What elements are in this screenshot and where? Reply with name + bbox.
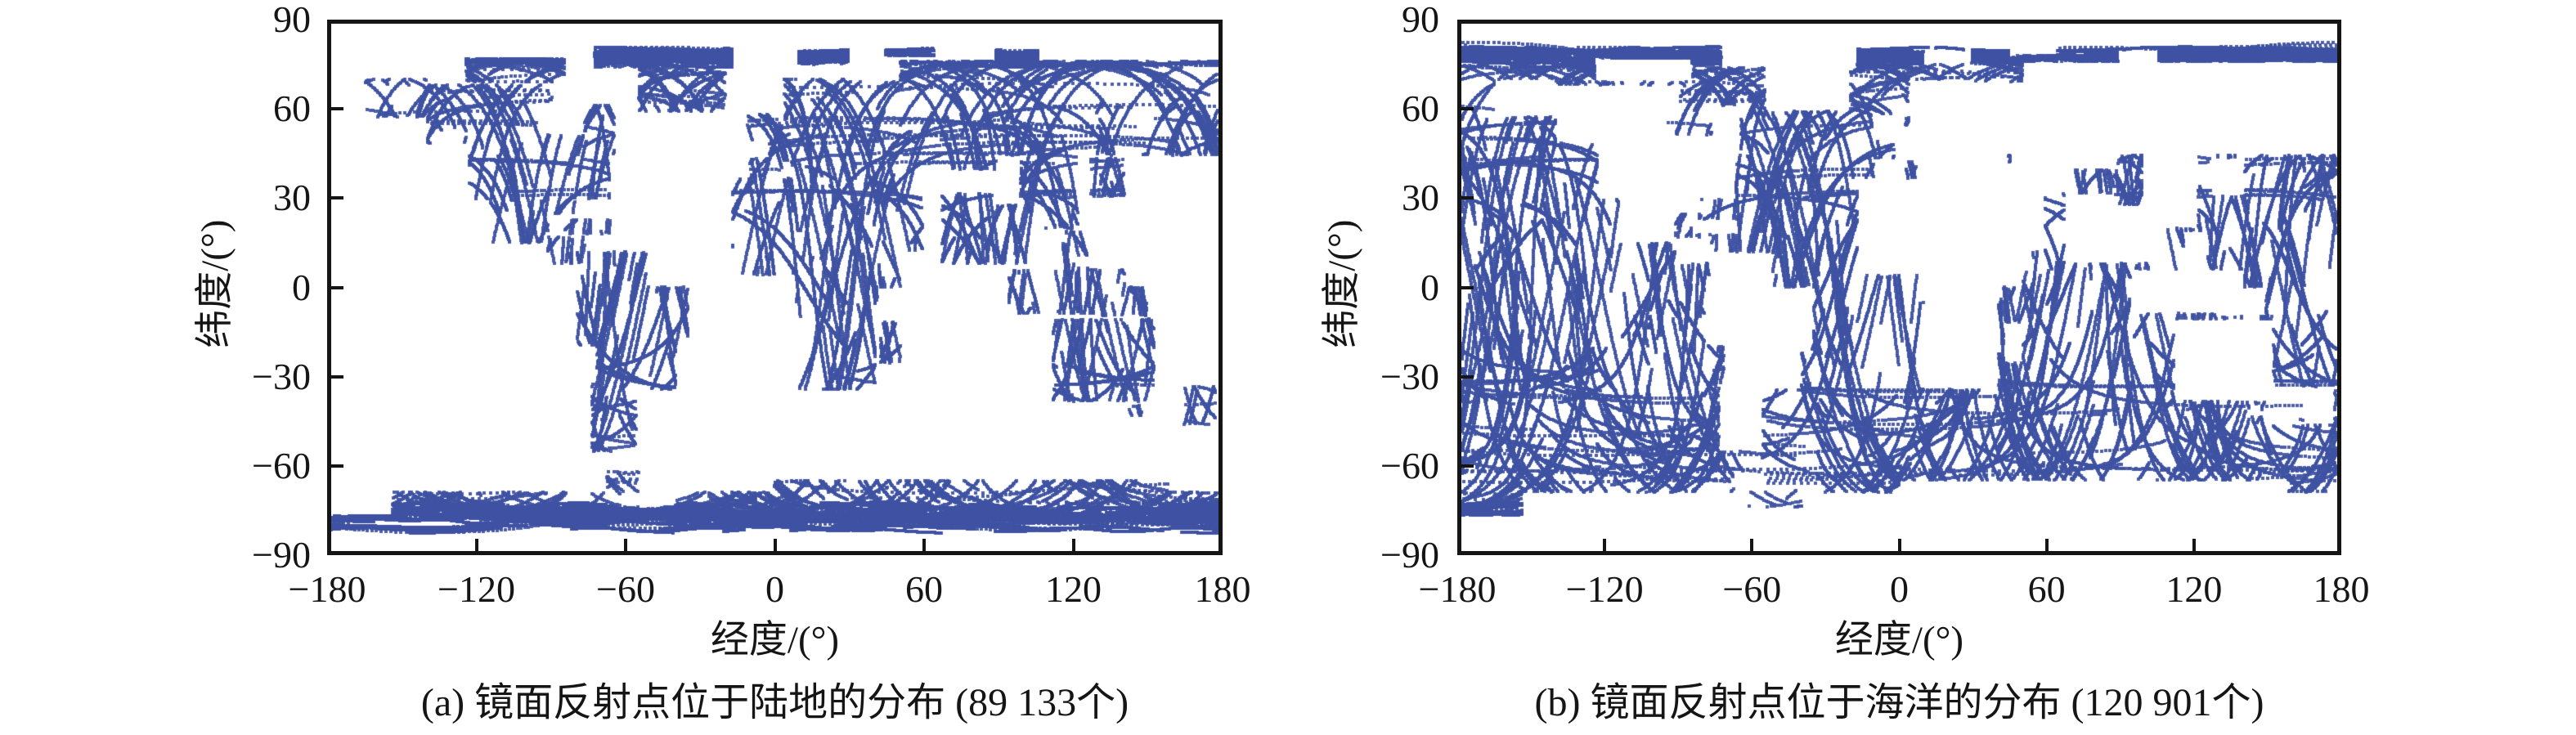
- y-tick-label: 30: [1402, 177, 1439, 219]
- y-tick-mark: [331, 285, 343, 289]
- y-tick-label: −60: [1380, 444, 1439, 486]
- x-tick-mark: [2192, 539, 2196, 551]
- y-tick-mark: [1461, 196, 1474, 200]
- x-tick-label: −180: [288, 568, 366, 610]
- plot-area-b: [1457, 20, 2341, 555]
- x-tick-label: 0: [1890, 568, 1909, 610]
- y-tick-label: 60: [1402, 87, 1439, 130]
- x-tick-label: −60: [596, 568, 655, 610]
- x-axis-title-b: 经度/(°): [1834, 619, 1964, 661]
- y-tick-label: 60: [273, 87, 311, 130]
- y-tick-mark: [1461, 464, 1474, 468]
- scatter-canvas-a: [331, 24, 1218, 551]
- y-tick-label: −30: [252, 355, 311, 397]
- y-tick-label: 90: [1402, 0, 1439, 40]
- y-tick-mark: [331, 196, 343, 200]
- x-tick-label: −120: [1565, 568, 1644, 610]
- y-tick-label: −90: [1380, 534, 1439, 576]
- caption-a: (a) 镜面反射点位于陆地的分布 (89 133个): [420, 681, 1129, 724]
- x-tick-mark: [2044, 539, 2049, 551]
- x-tick-label: 60: [905, 568, 943, 610]
- y-tick-label: −30: [1380, 355, 1439, 397]
- y-tick-label: 0: [292, 266, 311, 308]
- x-tick-label: 180: [1194, 568, 1251, 610]
- x-tick-label: 0: [765, 568, 784, 610]
- y-tick-mark: [1461, 374, 1474, 379]
- x-tick-mark: [1897, 539, 1901, 551]
- y-tick-label: −60: [252, 444, 311, 486]
- x-tick-label: −120: [438, 568, 515, 610]
- y-tick-label: −90: [252, 534, 311, 576]
- x-tick-mark: [1071, 539, 1075, 551]
- x-tick-label: 180: [2313, 568, 2370, 610]
- x-tick-mark: [624, 539, 627, 551]
- y-tick-mark: [331, 107, 343, 111]
- plot-area-a: [327, 20, 1223, 555]
- y-tick-mark: [331, 464, 343, 468]
- x-axis-title-a: 经度/(°): [710, 619, 840, 661]
- y-tick-label: 0: [1420, 266, 1439, 308]
- x-tick-mark: [1603, 539, 1607, 551]
- x-tick-label: 120: [1045, 568, 1102, 610]
- x-tick-mark: [773, 539, 777, 551]
- x-tick-label: −60: [1722, 568, 1782, 610]
- x-tick-label: 120: [2165, 568, 2223, 610]
- caption-b: (b) 镜面反射点位于海洋的分布 (120 901个): [1534, 681, 2264, 724]
- x-tick-mark: [922, 539, 926, 551]
- x-tick-label: −180: [1418, 568, 1497, 610]
- x-tick-mark: [1750, 539, 1754, 551]
- y-tick-mark: [331, 374, 343, 379]
- y-tick-label: 90: [273, 0, 311, 40]
- x-tick-mark: [474, 539, 478, 551]
- scatter-canvas-b: [1461, 24, 2337, 551]
- y-tick-mark: [1461, 285, 1474, 289]
- y-tick-mark: [1461, 107, 1474, 111]
- y-tick-label: 30: [273, 177, 311, 219]
- x-tick-label: 60: [2027, 568, 2066, 610]
